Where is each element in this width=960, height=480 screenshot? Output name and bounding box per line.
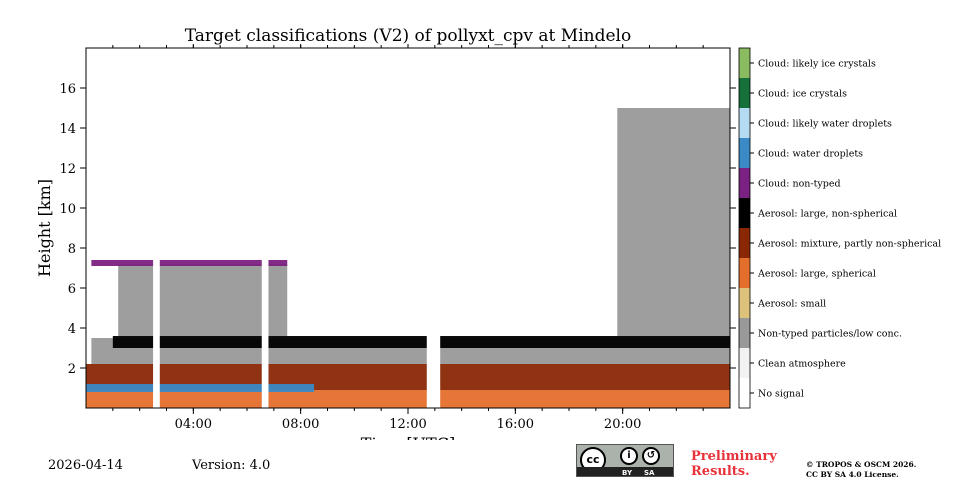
plot-area <box>86 48 731 408</box>
colorbar-segment <box>739 348 750 378</box>
colorbar-segment <box>739 258 750 288</box>
colorbar-label: Aerosol: large, non-spherical <box>757 209 897 220</box>
classification-chart: Target classifications (V2) of pollyxt_c… <box>35 26 941 440</box>
y-tick-label: 4 <box>68 322 76 337</box>
colorbar-label: Aerosol: large, spherical <box>757 269 876 280</box>
copyright-line-2: CC BY SA 4.0 License. <box>806 470 899 479</box>
y-tick-label: 14 <box>59 122 76 137</box>
colorbar-label: Aerosol: small <box>757 299 826 310</box>
colorbar-label: Cloud: water droplets <box>758 149 863 160</box>
y-tick-label: 10 <box>59 202 76 217</box>
class-layer <box>617 108 730 336</box>
colorbar-segment <box>739 288 750 318</box>
colorbar-label: Cloud: likely water droplets <box>758 119 892 130</box>
colorbar-label: Clean atmosphere <box>758 359 846 370</box>
colorbar-label: Cloud: non-typed <box>758 179 841 190</box>
cc-by-label: BY <box>622 469 633 477</box>
colorbar-segment <box>739 228 750 258</box>
y-axis-label: Height [km] <box>35 179 54 277</box>
cc-sa-label: SA <box>644 469 655 477</box>
class-layer <box>86 384 315 392</box>
y-tick-label: 8 <box>68 242 76 257</box>
class-layer <box>91 260 288 266</box>
colorbar-frame <box>738 47 751 409</box>
share-alike-icon: ↺ <box>642 447 660 465</box>
colorbar-segment <box>739 138 750 168</box>
chart-title: Target classifications (V2) of pollyxt_c… <box>185 26 631 46</box>
preliminary-notice: Preliminary Results. <box>691 449 777 479</box>
x-tick-label: 20:00 <box>604 417 641 432</box>
colorbar-segment <box>739 78 750 108</box>
class-layer <box>112 336 731 348</box>
class-layer <box>86 390 730 408</box>
y-tick-label: 6 <box>68 282 76 297</box>
attribution-icon: i <box>620 447 638 465</box>
x-tick-label: 08:00 <box>282 417 319 432</box>
axes: Target classifications (V2) of pollyxt_c… <box>35 26 736 440</box>
colorbar-label: Cloud: likely ice crystals <box>758 59 876 70</box>
data-gap <box>153 48 160 408</box>
colorbar-label: Aerosol: mixture, partly non-spherical <box>757 239 941 250</box>
colorbar-segment <box>739 168 750 198</box>
y-tick-label: 16 <box>59 82 76 97</box>
x-axis-label: Time [UTC] <box>361 434 455 440</box>
copyright-notice: © TROPOS & OSCM 2026. CC BY SA 4.0 Licen… <box>806 460 916 480</box>
colorbar-segment <box>739 108 750 138</box>
colorbar-segment <box>739 318 750 348</box>
colorbar-segment <box>739 198 750 228</box>
colorbar-label: No signal <box>758 389 804 400</box>
date-label: 2026-04-14 <box>48 458 123 473</box>
colorbar-segment <box>739 378 750 408</box>
copyright-line-1: © TROPOS & OSCM 2026. <box>806 460 917 469</box>
data-gap <box>426 48 441 408</box>
preliminary-line-2: Results. <box>691 464 750 479</box>
colorbar-segment <box>739 48 750 78</box>
colorbar-label: Cloud: ice crystals <box>758 89 847 100</box>
class-layer <box>118 264 288 336</box>
data-gap <box>261 48 269 408</box>
cc-license-badge: cc i ↺ BY SA <box>576 444 674 477</box>
y-tick-label: 12 <box>59 162 76 177</box>
colorbar-label: Non-typed particles/low conc. <box>758 329 902 340</box>
x-tick-label: 04:00 <box>175 417 212 432</box>
y-tick-label: 2 <box>68 362 76 377</box>
colorbar: No signal Clean atmosphere Non-typed parti… <box>738 47 941 409</box>
x-tick-label: 16:00 <box>497 417 534 432</box>
version-label: Version: 4.0 <box>192 458 271 473</box>
preliminary-line-1: Preliminary <box>691 449 777 464</box>
x-tick-label: 12:00 <box>389 417 426 432</box>
